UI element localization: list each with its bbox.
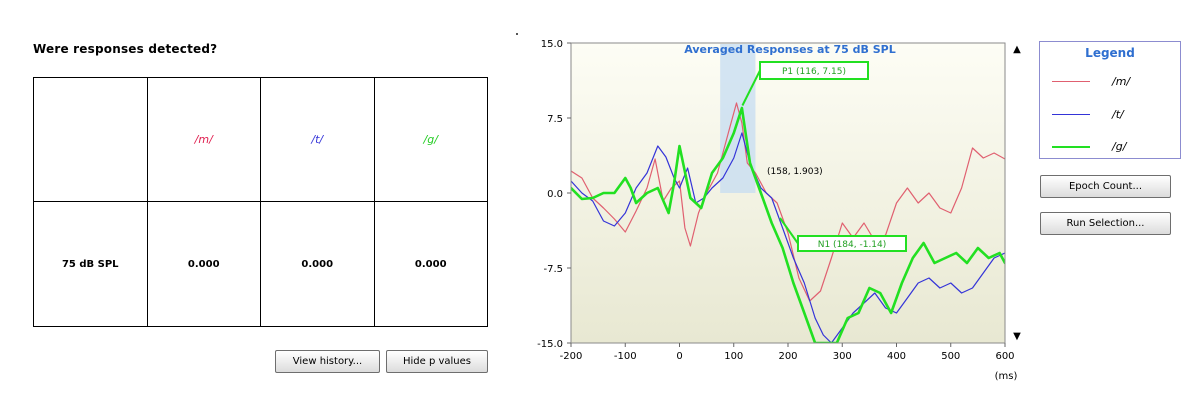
p-value-t: 0.000 (260, 201, 375, 327)
scroll-up-icon[interactable]: ▲ (1013, 44, 1021, 55)
legend-label-t: /t/ (1112, 108, 1124, 121)
n1-label-box (797, 235, 907, 252)
legend-panel: Legend /m/ /t/ /g/ (1039, 41, 1181, 159)
responses-detected-title: Were responses detected? (33, 42, 218, 56)
y-tick-label: -7.5 (543, 264, 563, 275)
x-axis-unit-label: (ms) (995, 371, 1018, 382)
column-header-m: /m/ (146, 77, 261, 202)
point-readout-label: (158, 1.903) (767, 167, 823, 177)
y-tick-label: 15.0 (541, 39, 563, 50)
n1-label: N1 (184, -1.14) (818, 240, 887, 250)
series-line-t (571, 132, 1005, 343)
epoch-count-button[interactable]: Epoch Count... (1040, 175, 1171, 198)
x-tick-label: 300 (833, 351, 852, 362)
legend-label-m: /m/ (1112, 75, 1131, 88)
legend-item-t: /t/ (1052, 108, 1172, 122)
x-tick-label: 400 (887, 351, 906, 362)
x-tick-label: -200 (560, 351, 583, 362)
hide-p-values-button[interactable]: Hide p values (386, 350, 488, 373)
legend-swatch-t (1052, 114, 1090, 115)
x-tick-label: 0 (676, 351, 682, 362)
legend-label-g: /g/ (1112, 140, 1127, 153)
p1-connector (741, 70, 761, 106)
column-header-t: /t/ (260, 77, 375, 202)
n1-connector (779, 217, 799, 245)
x-tick-label: -100 (614, 351, 637, 362)
view-history-button[interactable]: View history... (275, 350, 380, 373)
run-selection-button[interactable]: Run Selection... (1040, 212, 1171, 235)
series-line-g (571, 106, 1005, 343)
legend-swatch-m (1052, 81, 1090, 82)
y-tick-label: -15.0 (537, 339, 563, 350)
responses-table: /m/ /t/ /g/ 75 dB SPL 0.000 0.000 0.000 (33, 77, 488, 327)
stray-dot (516, 33, 518, 35)
row-label-75db: 75 dB SPL (33, 201, 148, 327)
table-header-row: /m/ /t/ /g/ (33, 77, 488, 202)
y-tick-label: 0.0 (547, 189, 563, 200)
x-tick-label: 600 (995, 351, 1014, 362)
legend-title: Legend (1085, 46, 1135, 60)
legend-swatch-g (1052, 146, 1090, 148)
p-value-m: 0.000 (146, 201, 261, 327)
chart-title: Averaged Responses at 75 dB SPL (684, 43, 896, 56)
scroll-down-icon[interactable]: ▼ (1013, 331, 1021, 342)
table-corner-cell (33, 77, 148, 202)
table-row: 75 dB SPL 0.000 0.000 0.000 (33, 201, 488, 327)
p1-label: P1 (116, 7.15) (782, 67, 846, 77)
x-tick-label: 500 (941, 351, 960, 362)
plot-area (571, 43, 1005, 343)
legend-item-g: /g/ (1052, 140, 1172, 154)
x-tick-label: 100 (724, 351, 743, 362)
x-tick-label: 200 (778, 351, 797, 362)
legend-item-m: /m/ (1052, 75, 1172, 89)
p-value-g: 0.000 (373, 201, 488, 327)
p1-label-box (759, 61, 869, 80)
y-tick-label: 7.5 (547, 114, 563, 125)
